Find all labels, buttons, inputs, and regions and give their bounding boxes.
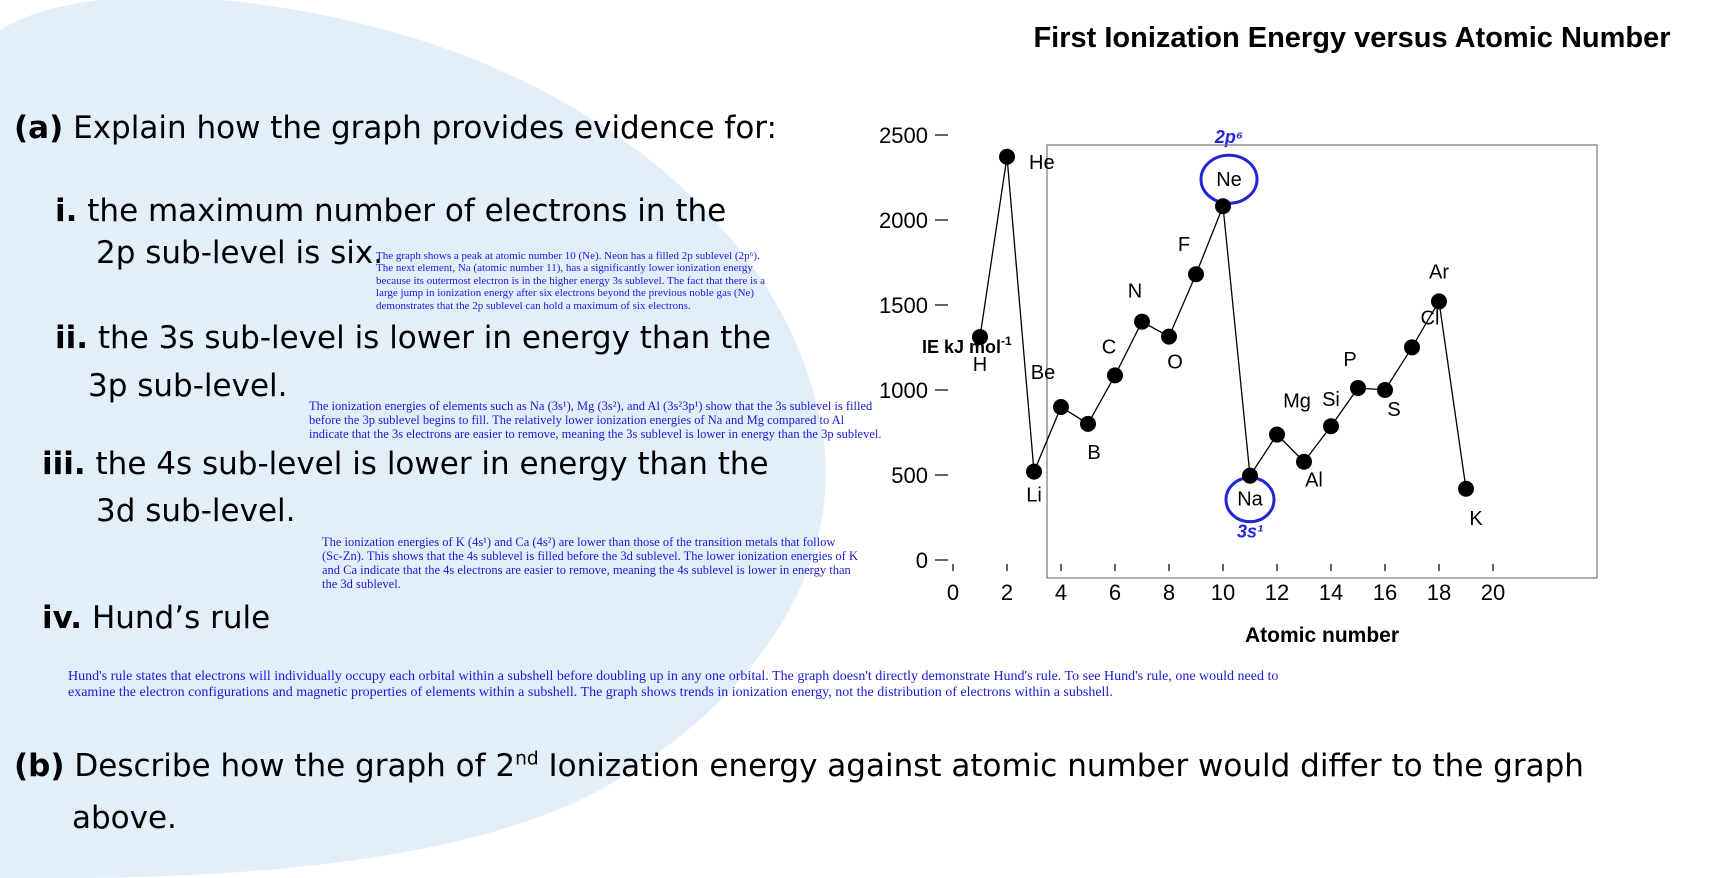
data-point-ne — [1215, 198, 1231, 215]
question-a-label: (a) — [14, 110, 64, 146]
chart-title: First Ionization Energy versus Atomic Nu… — [1033, 22, 1670, 54]
x-tick-label: 0 — [947, 580, 959, 605]
ionization-energy-chart: First Ionization Energy versus Atomic Nu… — [880, 22, 1671, 647]
element-label-f: F — [1178, 234, 1190, 256]
data-point-p — [1350, 379, 1366, 396]
x-tick-label: 6 — [1109, 580, 1121, 605]
question-a: (a) Explain how the graph provides evide… — [14, 110, 777, 146]
data-point-be — [1053, 399, 1069, 415]
question-a-text: Explain how the graph provides evidence … — [63, 110, 777, 146]
item-ii-line1: ii. the 3s sub-level is lower in energy … — [55, 320, 771, 356]
y-tick-label: 1000 — [880, 378, 928, 403]
element-label-k: K — [1469, 508, 1483, 530]
answer-i: The graph shows a peak at atomic number … — [376, 250, 766, 312]
question-b-line2: above. — [72, 800, 177, 836]
data-point-li — [1026, 463, 1042, 480]
data-point-n — [1134, 313, 1150, 330]
question-b: (b) Describe how the graph of 2nd Ioniza… — [14, 748, 1584, 784]
item-ii-line2: 3p sub-level. — [88, 368, 288, 404]
y-tick-label: 1500 — [880, 293, 928, 318]
element-label-he: He — [1029, 152, 1055, 174]
x-tick-label: 20 — [1481, 580, 1505, 605]
data-point-s — [1377, 382, 1393, 398]
y-tick-label: 500 — [891, 463, 928, 488]
element-label-o: O — [1167, 352, 1183, 374]
item-iii-line2: 3d sub-level. — [96, 493, 296, 529]
x-tick-label: 8 — [1163, 580, 1175, 605]
answer-iii: The ionization energies of K (4s¹) and C… — [322, 535, 858, 592]
data-point-c — [1107, 367, 1123, 384]
element-label-c: C — [1102, 336, 1116, 358]
data-point-b — [1080, 415, 1096, 432]
x-tick-label: 4 — [1055, 580, 1067, 605]
element-label-li: Li — [1026, 485, 1042, 507]
data-point-na — [1242, 467, 1258, 484]
x-axis-label: Atomic number — [1245, 624, 1399, 647]
data-point-si — [1323, 418, 1339, 435]
points-layer — [972, 148, 1474, 497]
x-tick-label: 10 — [1211, 580, 1235, 605]
item-ii-number: ii. — [55, 320, 89, 356]
element-label-be: Be — [1031, 362, 1055, 384]
data-point-o — [1161, 328, 1177, 345]
data-point-he — [999, 148, 1015, 165]
annotation-text-na: 3s¹ — [1237, 522, 1263, 542]
annotation-text-ne: 2p⁶ — [1214, 127, 1243, 147]
element-label-al: Al — [1305, 470, 1323, 492]
answer-iv: Hund's rule states that electrons will i… — [68, 669, 1279, 700]
y-axis-label: IE kJ mol-1 — [922, 334, 1012, 357]
answer-ii: The ionization energies of elements such… — [309, 399, 882, 442]
x-tick-label: 2 — [1001, 580, 1013, 605]
element-label-ar: Ar — [1429, 261, 1449, 283]
item-iii-line1: iii. the 4s sub-level is lower in energy… — [42, 446, 769, 482]
item-i-line2: 2p sub-level is six. — [96, 235, 384, 271]
element-labels-layer: H He Li Be B C N O F Ne Na Mg Al SiP S Cl Ar K — [973, 152, 1484, 530]
axes-layer: 0 2 4 6 8 10 12 14 16 18 20 0 500 1000 1500 2000 2500 — [880, 123, 1505, 605]
y-tick-label: 2000 — [880, 208, 928, 233]
element-label-ne: Ne — [1216, 169, 1242, 191]
element-label-na: Na — [1237, 489, 1263, 511]
y-tick-label: 0 — [916, 548, 928, 573]
data-point-k — [1458, 480, 1474, 497]
data-point-cl — [1404, 339, 1420, 356]
x-tick-label: 18 — [1427, 580, 1451, 605]
item-i-number: i. — [55, 193, 78, 229]
element-label-n: N — [1128, 281, 1142, 303]
element-label-cl: Cl — [1421, 307, 1440, 329]
data-point-al — [1296, 453, 1312, 470]
x-tick-label: 14 — [1319, 580, 1343, 605]
y-tick-label: 2500 — [880, 123, 928, 148]
element-label-si: Si — [1322, 389, 1340, 411]
x-tick-label: 12 — [1265, 580, 1289, 605]
plot-frame — [1046, 144, 1598, 579]
data-point-f — [1188, 266, 1204, 283]
data-point-ar — [1431, 293, 1447, 310]
element-label-mg: Mg — [1283, 391, 1311, 413]
x-tick-label: 16 — [1373, 580, 1397, 605]
item-iv-number: iv. — [42, 600, 83, 636]
element-label-b: B — [1087, 442, 1100, 464]
data-point-mg — [1269, 426, 1285, 443]
item-i-line1: i. the maximum number of electrons in th… — [55, 193, 727, 229]
item-iv-line1: iv. Hund’s rule — [42, 600, 271, 636]
question-b-label: (b) — [14, 748, 65, 784]
element-label-h: H — [973, 354, 987, 376]
element-label-s: S — [1387, 399, 1400, 421]
data-point-h — [972, 328, 988, 345]
item-iii-number: iii. — [42, 446, 86, 482]
element-label-p: P — [1343, 349, 1356, 371]
